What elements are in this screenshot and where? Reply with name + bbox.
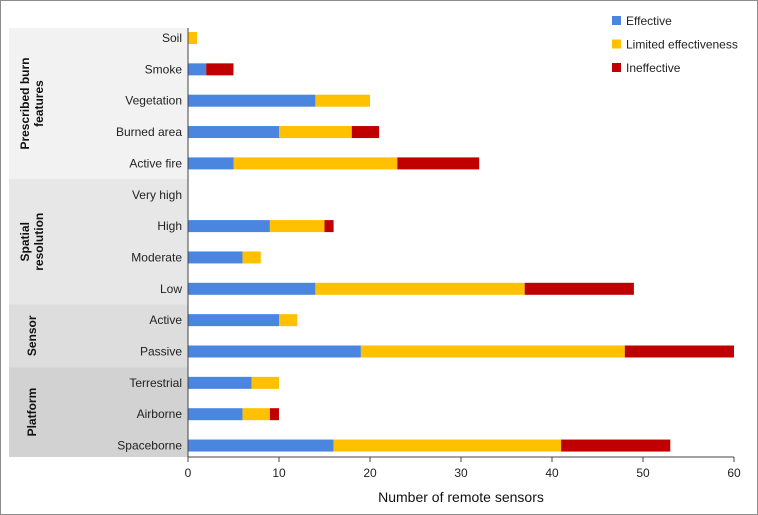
- legend-swatch-effective: [612, 16, 621, 25]
- bar-burned-area-effective: [188, 126, 279, 139]
- legend-label-effective: Effective: [626, 14, 672, 28]
- category-label-airborne: Airborne: [137, 407, 183, 421]
- group-bands: Prescribed burnfeatures Spatialresolution…: [9, 28, 188, 457]
- category-label-moderate: Moderate: [131, 250, 182, 264]
- group-band-spatial-resolution: [9, 179, 188, 305]
- x-tick-label: 20: [363, 466, 377, 480]
- category-label-very-high: Very high: [132, 188, 182, 202]
- legend-label-ineffective: Ineffective: [626, 61, 681, 75]
- category-label-low: Low: [160, 282, 182, 296]
- bar-airborne-effective: [188, 408, 243, 421]
- group-label-prescribed-burn-features: Prescribed burnfeatures: [18, 58, 46, 150]
- x-tick-label: 30: [454, 466, 468, 480]
- group-label-platform: Platform: [25, 388, 39, 437]
- category-label-burned-area: Burned area: [116, 125, 182, 139]
- bar-burned-area-limited-effectiveness: [279, 126, 352, 139]
- group-band-prescribed-burn-features: [9, 28, 188, 180]
- category-label-passive: Passive: [140, 345, 182, 359]
- group-band-sensor: [9, 304, 188, 368]
- bar-passive-ineffective: [624, 345, 734, 358]
- bar-smoke-effective: [188, 63, 207, 76]
- category-label-high: High: [157, 219, 182, 233]
- bar-airborne-ineffective: [269, 408, 279, 421]
- bar-terrestrial-effective: [188, 376, 252, 389]
- bar-active-effective: [188, 314, 279, 327]
- bar-soil-limited-effectiveness: [188, 32, 198, 44]
- bar-spaceborne-effective: [188, 439, 334, 452]
- category-label-active-fire: Active fire: [129, 156, 182, 170]
- bar-active-limited-effectiveness: [279, 314, 298, 327]
- bar-vegetation-limited-effectiveness: [315, 94, 370, 107]
- group-band-platform: [9, 367, 188, 457]
- bar-high-effective: [188, 220, 270, 233]
- x-tick-label: 60: [727, 466, 741, 480]
- group-label-sensor: Sensor: [25, 315, 39, 356]
- category-label-soil: Soil: [162, 31, 182, 45]
- category-label-vegetation: Vegetation: [125, 94, 182, 108]
- x-axis-title: Number of remote sensors: [378, 489, 544, 505]
- bar-high-ineffective: [324, 220, 334, 233]
- bars: [188, 32, 734, 452]
- category-label-smoke: Smoke: [145, 62, 183, 76]
- bar-terrestrial-limited-effectiveness: [251, 376, 279, 389]
- category-label-terrestrial: Terrestrial: [129, 376, 182, 390]
- x-tick-label: 0: [185, 466, 192, 480]
- bar-passive-effective: [188, 345, 361, 358]
- category-label-spaceborne: Spaceborne: [117, 439, 182, 453]
- bar-spaceborne-limited-effectiveness: [333, 439, 562, 452]
- bar-airborne-limited-effectiveness: [242, 408, 270, 421]
- legend: Effective Limited effectiveness Ineffectiv…: [612, 14, 738, 75]
- bar-high-limited-effectiveness: [269, 220, 325, 233]
- bar-low-limited-effectiveness: [315, 282, 525, 295]
- legend-label-limited-effectiveness: Limited effectiveness: [626, 38, 738, 52]
- bar-active-fire-effective: [188, 157, 234, 170]
- bar-burned-area-ineffective: [351, 126, 380, 139]
- x-axis: 0 10 20 30 40 50 60: [185, 28, 741, 480]
- legend-swatch-ineffective: [612, 63, 621, 72]
- bar-vegetation-effective: [188, 94, 316, 107]
- group-label-spatial-resolution: Spatialresolution: [18, 213, 46, 271]
- bar-low-effective: [188, 282, 316, 295]
- bar-low-ineffective: [524, 282, 634, 295]
- category-label-active: Active: [149, 313, 182, 327]
- category-labels: Soil Smoke Vegetation Burned area Active fir…: [116, 31, 182, 453]
- bar-smoke-ineffective: [206, 63, 234, 76]
- bar-moderate-limited-effectiveness: [242, 251, 261, 264]
- bar-moderate-effective: [188, 251, 243, 264]
- bar-active-fire-ineffective: [397, 157, 480, 170]
- bar-active-fire-limited-effectiveness: [233, 157, 398, 170]
- legend-swatch-limited-effectiveness: [612, 39, 621, 49]
- bar-passive-limited-effectiveness: [360, 345, 625, 358]
- x-tick-label: 50: [636, 466, 650, 480]
- x-tick-label: 10: [272, 466, 286, 480]
- bar-spaceborne-ineffective: [561, 439, 671, 452]
- x-tick-label: 40: [545, 466, 559, 480]
